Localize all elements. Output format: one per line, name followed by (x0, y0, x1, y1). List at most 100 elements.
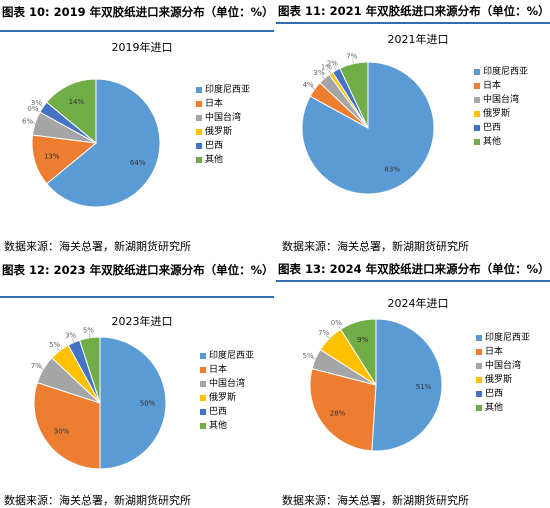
data-label: 7% (318, 329, 329, 337)
legend-item: 巴西 (474, 121, 528, 135)
legend-swatch (474, 97, 480, 103)
leader-line (311, 356, 316, 360)
legend-label: 印度尼西亚 (205, 85, 251, 95)
leader-line (56, 347, 60, 352)
figure-title: 图表 11: 2021 年双胶纸进口来源分布（单位：%） (276, 0, 550, 22)
leader-line (36, 109, 41, 113)
legend-label: 日本 (209, 365, 228, 375)
figure-panel-2023: 图表 12: 2023 年双胶纸进口来源分布（单位：%） 2023年进口 50%… (0, 258, 274, 507)
legend-label: 日本 (485, 347, 504, 357)
title-rule (276, 280, 550, 282)
legend-swatch (476, 335, 482, 341)
legend-label: 巴西 (485, 389, 504, 399)
legend-label: 中国台湾 (209, 379, 246, 389)
legend-item: 俄罗斯 (200, 391, 254, 405)
figure-panel-2021: 图表 11: 2021 年双胶纸进口来源分布（单位：%） 2021年进口 83%… (276, 0, 550, 253)
legend-swatch (476, 349, 482, 355)
data-label: 51% (416, 383, 432, 391)
title-rule (0, 30, 274, 32)
data-label: 83% (384, 165, 400, 173)
legend-swatch (200, 381, 206, 387)
data-label: 14% (69, 98, 85, 106)
data-label: 50% (140, 400, 156, 408)
data-label: 0% (331, 319, 342, 327)
legend-label: 俄罗斯 (483, 109, 511, 119)
legend-item: 俄罗斯 (474, 107, 528, 121)
pie-slice-1 (99, 336, 167, 470)
legend-label: 日本 (205, 99, 224, 109)
data-label: 28% (330, 409, 346, 417)
pie-slice-1 (371, 318, 443, 452)
data-label: 5% (303, 352, 314, 360)
leader-line (338, 325, 341, 330)
legend-item: 日本 (200, 363, 254, 377)
chart-legend: 印度尼西亚 日本 中国台湾 俄罗斯 巴西 其他 (476, 331, 530, 415)
pie-slice-6 (339, 318, 377, 387)
data-label: 5% (83, 326, 94, 334)
figure-panel-2024: 图表 13: 2024 年双胶纸进口来源分布（单位：%） 2024年进口 51%… (276, 258, 550, 507)
legend-label: 俄罗斯 (205, 127, 233, 137)
figure-caption: 2021 年双胶纸进口来源分布（单位：%） (329, 4, 550, 18)
figure-caption: 2024 年双胶纸进口来源分布（单位：%） (329, 262, 550, 276)
chart-legend: 印度尼西亚 日本 中国台湾 俄罗斯 巴西 其他 (474, 65, 528, 149)
legend-label: 印度尼西亚 (483, 67, 529, 77)
data-label: 7% (346, 52, 357, 60)
leader-line (39, 104, 44, 108)
data-label: 0% (27, 105, 38, 113)
legend-swatch (200, 423, 206, 429)
pie-chart: 51% 28% 5% 7%0% 9% (303, 318, 443, 452)
data-source: 数据来源：海关总署，新湖期货研究所 (282, 494, 469, 507)
data-label: 64% (130, 159, 146, 167)
legend-label: 其他 (485, 403, 504, 413)
data-label: 3% (314, 69, 325, 77)
leader-line (334, 66, 337, 71)
legend-item: 中国台湾 (196, 111, 250, 125)
legend-item: 印度尼西亚 (200, 349, 254, 363)
legend-swatch (196, 143, 202, 149)
figure-title: 图表 12: 2023 年双胶纸进口来源分布（单位：%） (0, 258, 274, 282)
legend-label: 巴西 (205, 141, 224, 151)
legend-swatch (476, 405, 482, 411)
legend-item: 其他 (196, 153, 250, 167)
leader-line (328, 69, 332, 74)
legend-item: 巴西 (476, 387, 530, 401)
data-label: 9% (357, 336, 368, 344)
data-label: 4% (303, 81, 314, 89)
legend-swatch (474, 139, 480, 145)
legend-swatch (196, 101, 202, 107)
pie-chart: 83% 4%3%1%2% 7% (301, 52, 435, 195)
chart-legend: 印度尼西亚日本中国台湾俄罗斯巴西其他 (196, 83, 250, 167)
legend-label: 印度尼西亚 (485, 333, 531, 343)
figure-title: 图表 13: 2024 年双胶纸进口来源分布（单位：%） (276, 258, 550, 280)
chart-title: 2021年进口 (387, 33, 449, 46)
legend-label: 俄罗斯 (209, 393, 237, 403)
pie-slice-1 (45, 78, 161, 208)
legend-swatch (200, 353, 206, 359)
leader-line (31, 121, 36, 124)
legend-item: 日本 (474, 79, 528, 93)
legend-item: 中国台湾 (474, 93, 528, 107)
chart-area: 2023年进口 50% 30% 7% 5% 3% 5% 印度尼西亚 日本 中国台湾 俄罗斯 巴西其… (0, 299, 274, 479)
legend-item: 俄罗斯 (196, 125, 250, 139)
data-label: 30% (54, 427, 70, 435)
legend-item: 印度尼西亚 (474, 65, 528, 79)
chart-legend: 印度尼西亚 日本 中国台湾 俄罗斯 巴西 其他 (200, 349, 254, 433)
pie-slice-6 (339, 61, 369, 129)
leader-line (88, 333, 90, 338)
pie-slice-6 (45, 78, 97, 145)
legend-swatch (476, 391, 482, 397)
data-label: 3% (31, 99, 42, 107)
figure-title: 图表 10: 2019 年双胶纸进口来源分布（单位：%） (0, 0, 274, 24)
leader-line (326, 335, 330, 339)
data-label: 2% (327, 60, 338, 68)
legend-item: 日本 (196, 97, 250, 111)
legend-swatch (200, 409, 206, 415)
legend-item: 其他 (200, 419, 254, 433)
legend-item: 其他 (476, 401, 530, 415)
data-label: 3% (65, 332, 76, 340)
chart-area: 2021年进口 83% 4% 3% 1% 2% 7% 印度尼西亚 日本 中国台湾 俄罗斯 巴西 其他 (276, 25, 550, 205)
legend-item: 印度尼西亚 (196, 83, 250, 97)
data-source: 数据来源：海关总署，新湖期货研究所 (4, 494, 191, 507)
figure-label: 图表 13: (278, 262, 326, 276)
data-source: 数据来源：海关总署，新湖期货研究所 (4, 240, 191, 253)
